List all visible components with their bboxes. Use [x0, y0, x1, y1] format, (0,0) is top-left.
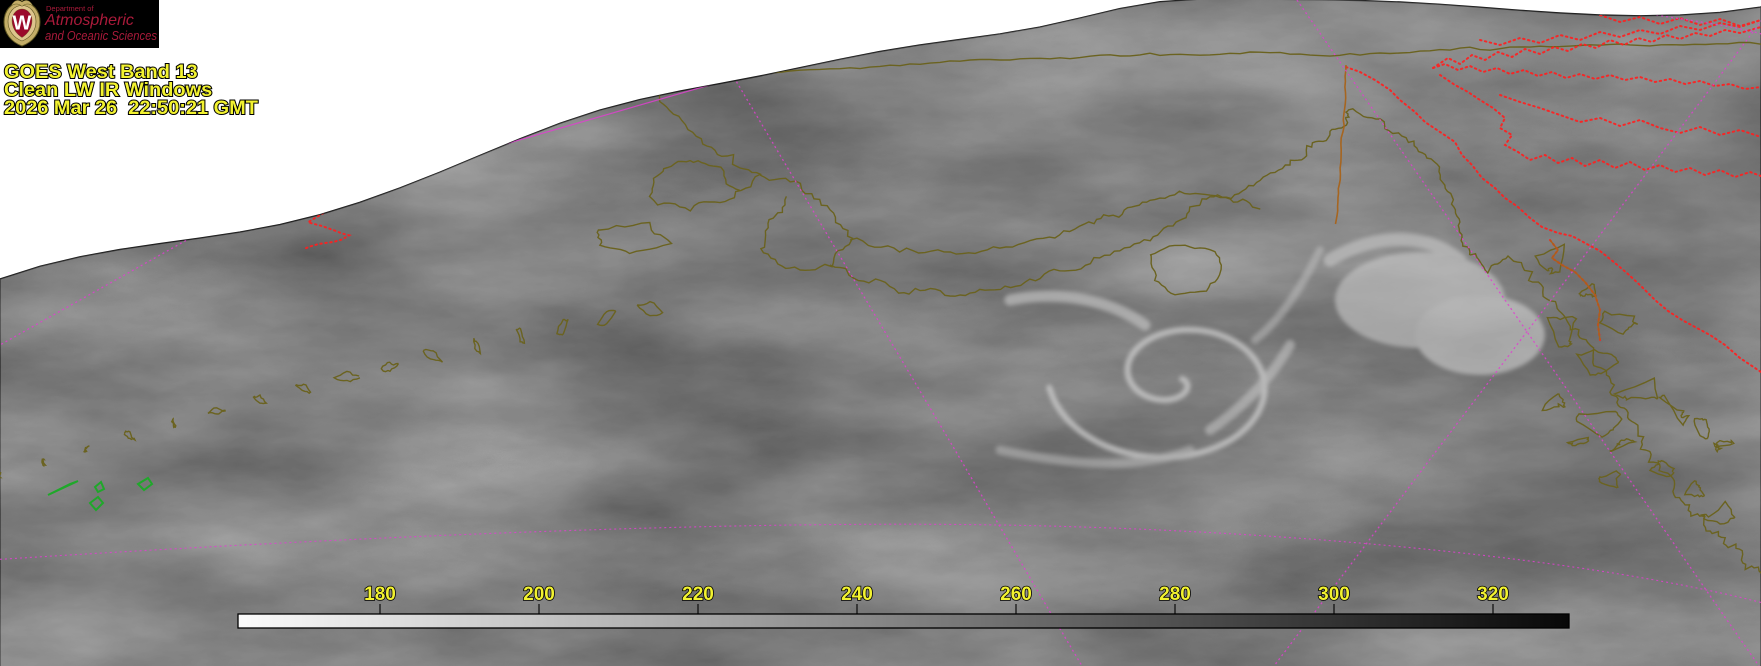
- svg-text:300: 300: [1318, 584, 1350, 605]
- svg-text:320: 320: [1477, 584, 1509, 605]
- svg-text:240: 240: [841, 584, 873, 605]
- svg-text:180: 180: [364, 584, 396, 605]
- svg-text:200: 200: [523, 584, 555, 605]
- svg-text:280: 280: [1159, 584, 1191, 605]
- svg-text:220: 220: [682, 584, 714, 605]
- svg-text:260: 260: [1000, 584, 1032, 605]
